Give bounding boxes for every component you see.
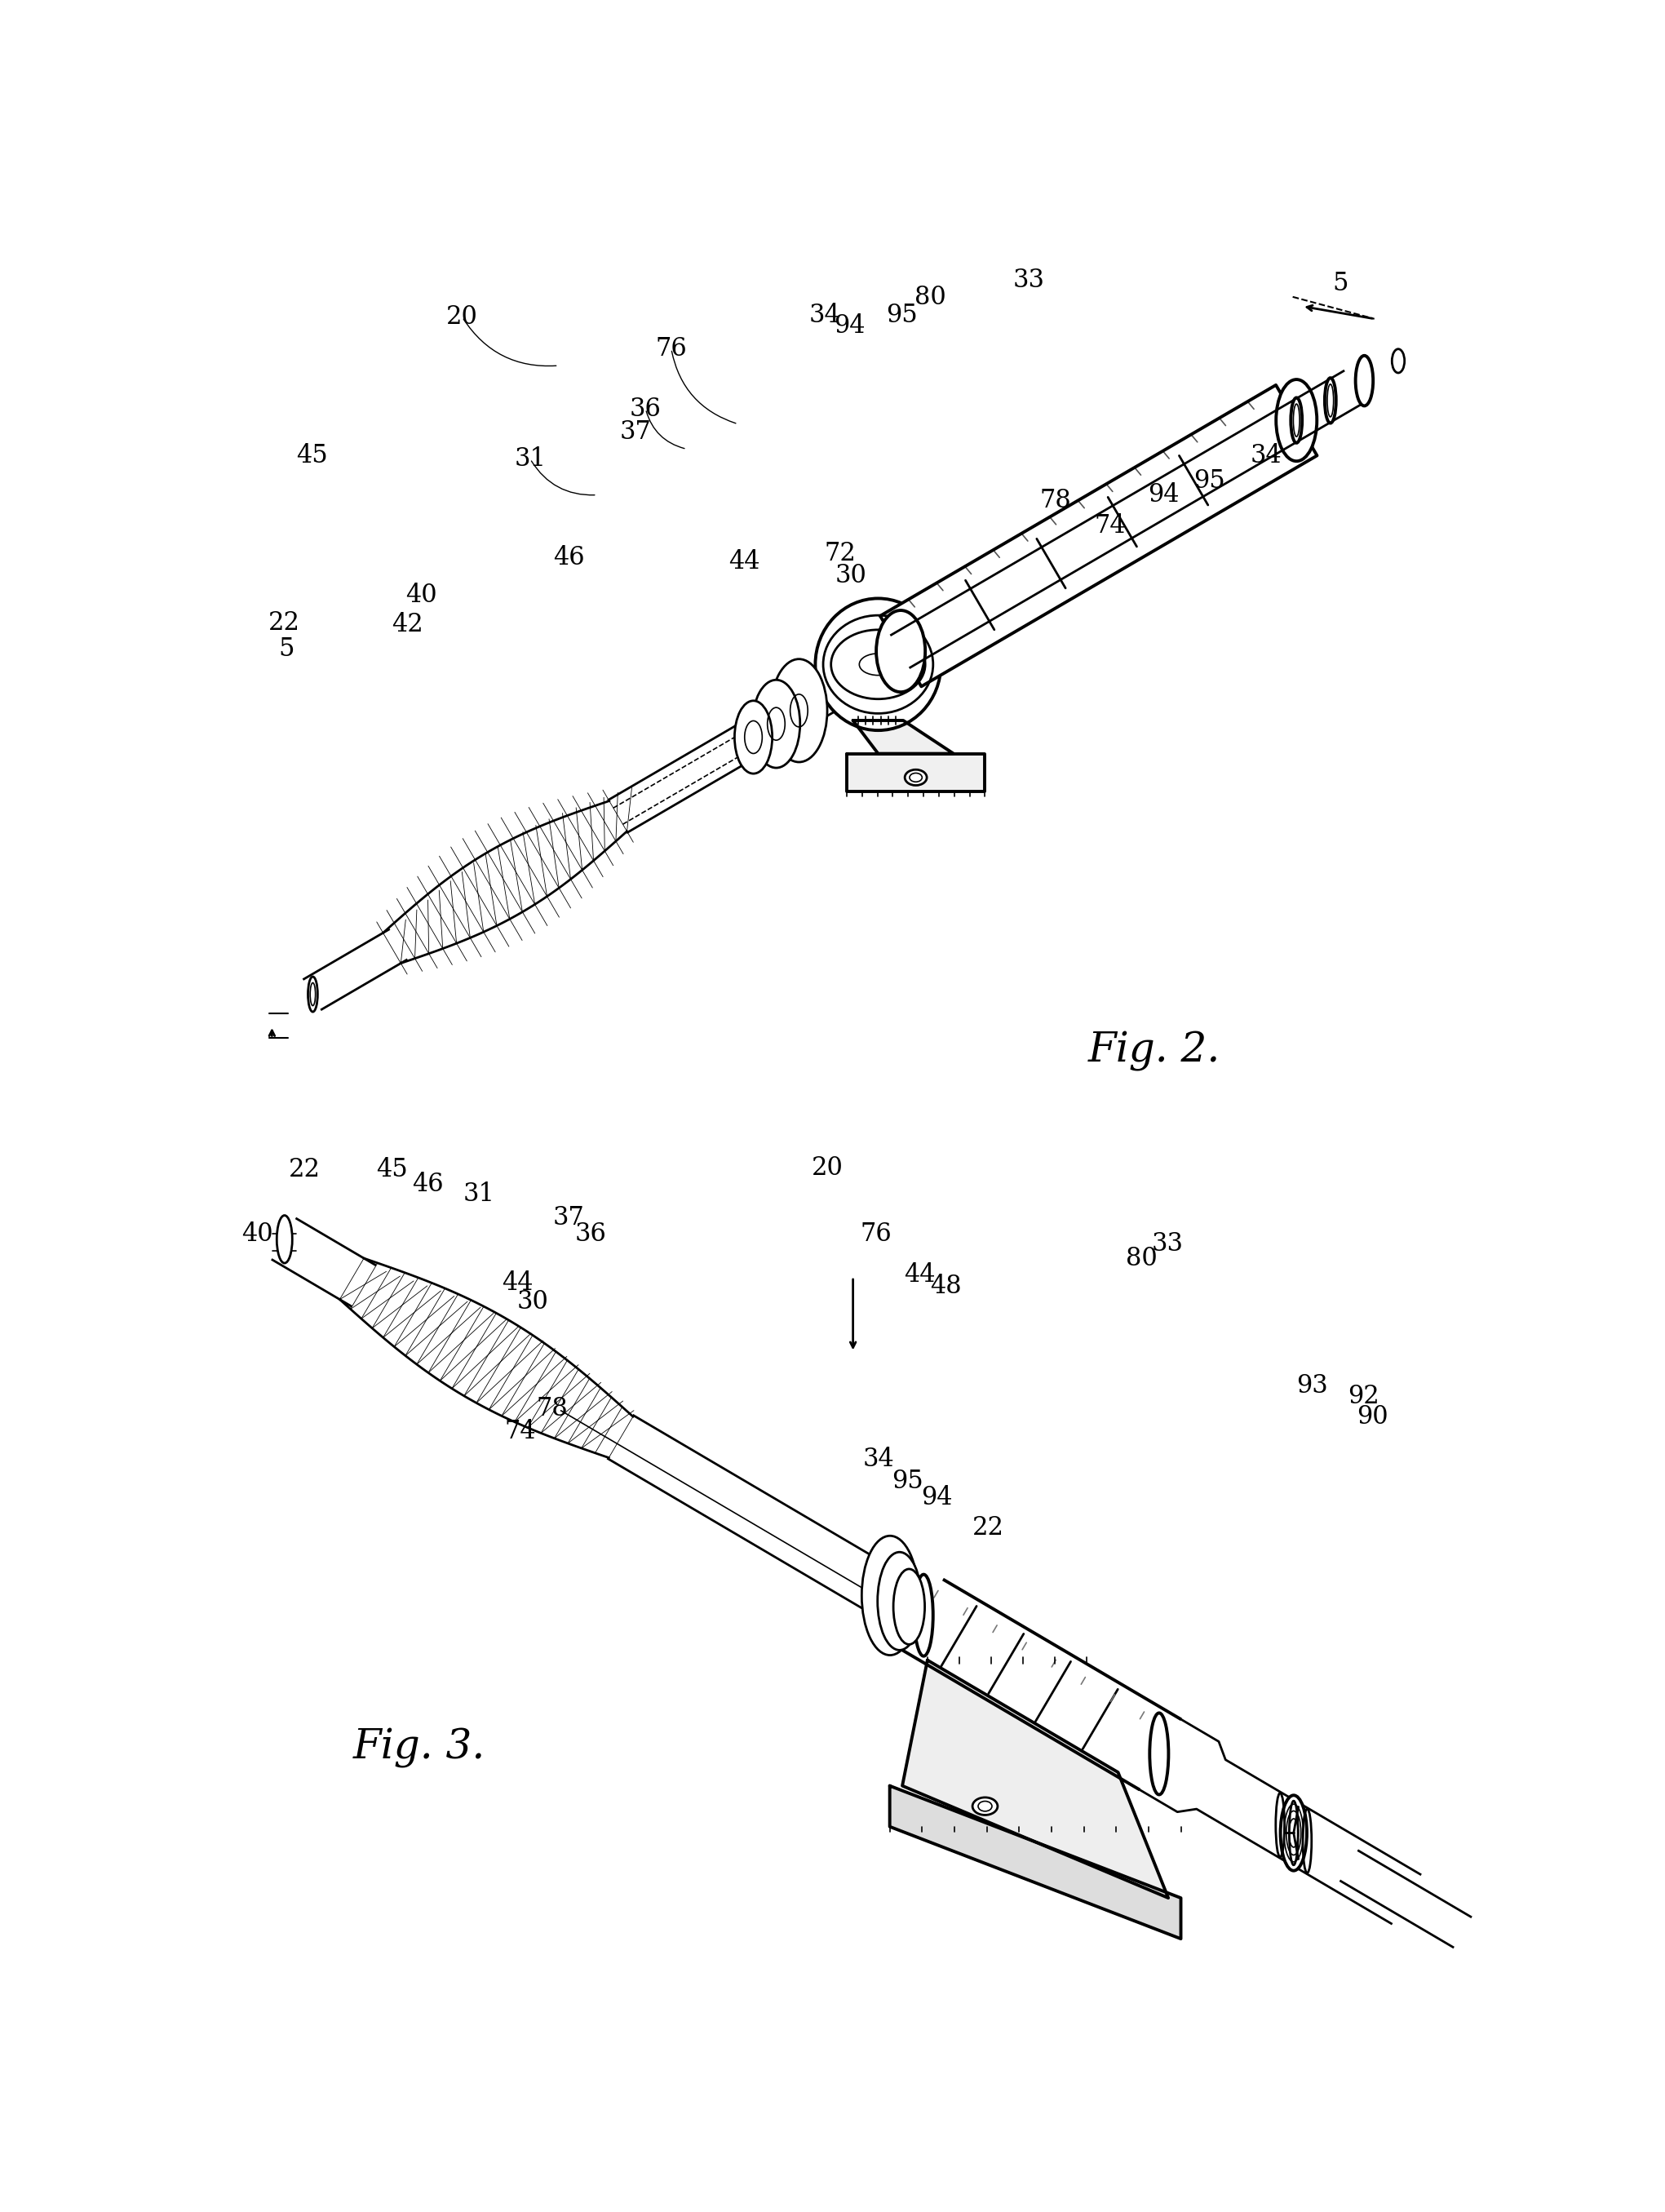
- Text: 42: 42: [391, 613, 423, 637]
- Text: 30: 30: [516, 1290, 549, 1314]
- Polygon shape: [852, 721, 954, 754]
- Text: Fig. 3.: Fig. 3.: [353, 1728, 486, 1767]
- Ellipse shape: [904, 770, 927, 785]
- Text: 45: 45: [376, 1157, 408, 1183]
- Ellipse shape: [877, 1553, 921, 1650]
- Text: 94: 94: [921, 1484, 952, 1511]
- Text: 5: 5: [1332, 272, 1349, 296]
- Text: 5: 5: [278, 637, 295, 661]
- Text: 34: 34: [862, 1447, 894, 1473]
- Ellipse shape: [1355, 356, 1374, 405]
- Text: 46: 46: [553, 544, 584, 571]
- Text: 40: 40: [241, 1221, 273, 1248]
- Ellipse shape: [1149, 1712, 1169, 1794]
- Text: 36: 36: [629, 396, 661, 422]
- Text: 95: 95: [891, 1469, 922, 1493]
- Text: 95: 95: [886, 303, 917, 327]
- Text: 94: 94: [1147, 482, 1179, 507]
- Polygon shape: [889, 1785, 1180, 1938]
- Ellipse shape: [276, 1214, 293, 1263]
- Text: 22: 22: [972, 1515, 1004, 1542]
- Ellipse shape: [771, 659, 828, 763]
- Polygon shape: [383, 801, 628, 962]
- Ellipse shape: [914, 1575, 932, 1657]
- Text: 40: 40: [406, 582, 436, 608]
- Ellipse shape: [734, 701, 773, 774]
- Text: 36: 36: [574, 1221, 606, 1248]
- Text: 31: 31: [463, 1181, 495, 1208]
- Text: 74: 74: [1094, 513, 1126, 538]
- Text: 94: 94: [834, 314, 866, 338]
- Text: 22: 22: [1289, 409, 1320, 436]
- Text: 30: 30: [834, 564, 866, 588]
- Text: 93: 93: [1297, 1374, 1329, 1398]
- Text: 48: 48: [929, 1274, 961, 1298]
- Ellipse shape: [1290, 398, 1302, 442]
- Polygon shape: [340, 1259, 633, 1458]
- Text: 44: 44: [729, 549, 759, 575]
- Text: 44: 44: [904, 1263, 936, 1287]
- Text: 46: 46: [411, 1172, 443, 1197]
- Text: 31: 31: [514, 447, 546, 471]
- Text: 80: 80: [914, 285, 946, 310]
- Ellipse shape: [753, 679, 801, 768]
- Ellipse shape: [1280, 1796, 1307, 1871]
- Text: 22: 22: [288, 1157, 320, 1183]
- Text: 72: 72: [824, 540, 856, 566]
- Text: 22: 22: [268, 611, 300, 635]
- Ellipse shape: [876, 611, 926, 692]
- Text: 92: 92: [1347, 1382, 1379, 1409]
- Ellipse shape: [816, 599, 941, 730]
- Text: 34: 34: [809, 303, 841, 327]
- Ellipse shape: [1392, 349, 1405, 374]
- Text: 74: 74: [504, 1420, 536, 1444]
- Ellipse shape: [1325, 378, 1335, 422]
- Ellipse shape: [308, 978, 318, 1011]
- Text: 76: 76: [861, 1221, 892, 1248]
- Text: 33: 33: [1152, 1232, 1184, 1256]
- Polygon shape: [847, 754, 986, 792]
- Polygon shape: [902, 1661, 1169, 1898]
- Text: 78: 78: [536, 1396, 568, 1422]
- Text: 76: 76: [656, 336, 688, 361]
- Text: 95: 95: [1194, 469, 1225, 493]
- Text: 20: 20: [446, 305, 478, 330]
- Text: 20: 20: [813, 1155, 844, 1181]
- Ellipse shape: [972, 1798, 997, 1816]
- Polygon shape: [881, 385, 1317, 686]
- Ellipse shape: [862, 1535, 919, 1655]
- Ellipse shape: [894, 1568, 924, 1644]
- Text: 33: 33: [1012, 268, 1046, 294]
- Text: Fig. 2.: Fig. 2.: [1089, 1031, 1220, 1071]
- Text: 37: 37: [553, 1206, 584, 1230]
- Text: 90: 90: [1357, 1405, 1389, 1429]
- Text: 45: 45: [296, 442, 328, 469]
- Text: 80: 80: [1126, 1245, 1157, 1272]
- Text: 37: 37: [619, 420, 651, 445]
- Text: 34: 34: [1250, 442, 1282, 469]
- Ellipse shape: [1275, 380, 1317, 460]
- Text: 78: 78: [1041, 489, 1072, 513]
- Text: 44: 44: [501, 1270, 533, 1296]
